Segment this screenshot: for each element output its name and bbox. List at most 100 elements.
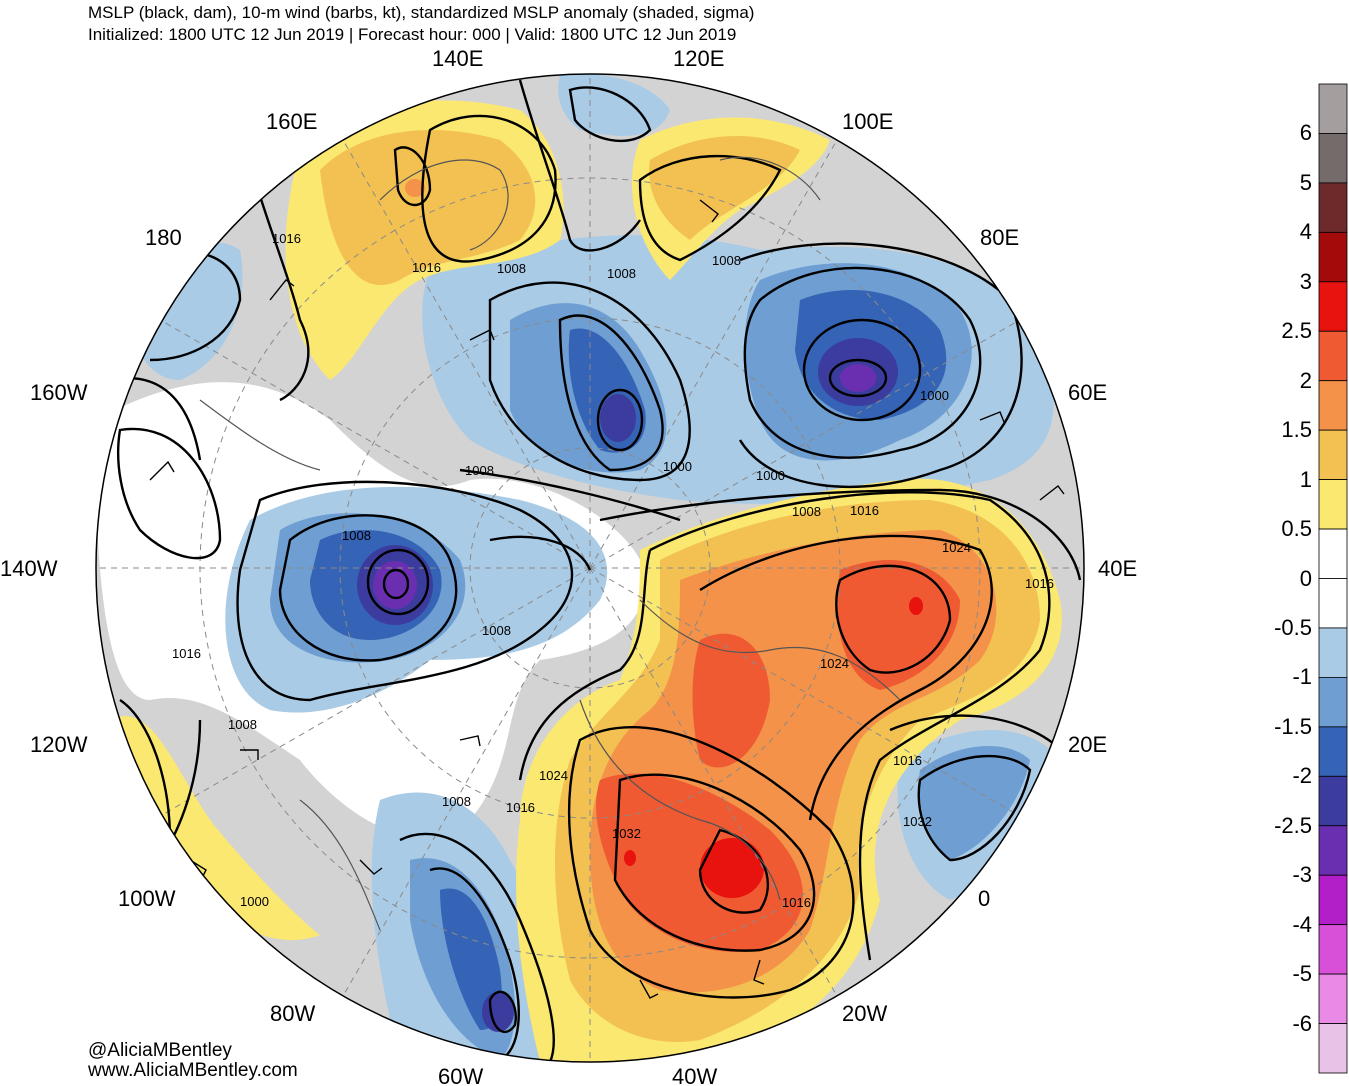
isobar-label: 1000 bbox=[240, 894, 269, 909]
colorbar-swatch bbox=[1318, 726, 1348, 777]
lon-label-100e: 100E bbox=[842, 109, 893, 134]
anomaly-maximum bbox=[909, 597, 923, 615]
isobar-label: 1008 bbox=[607, 266, 636, 281]
colorbar-label: 4 bbox=[1299, 219, 1312, 245]
colorbar-label: 1.5 bbox=[1281, 417, 1312, 443]
coastlines bbox=[199, 156, 901, 931]
wind-barbs bbox=[149, 199, 1065, 999]
colorbar-swatch bbox=[1318, 578, 1348, 629]
colorbar-swatch bbox=[1318, 231, 1348, 283]
isobar-label: 1008 bbox=[712, 253, 741, 268]
lon-label-20e: 20E bbox=[1068, 732, 1107, 757]
isobar-label: 1024 bbox=[539, 768, 568, 783]
colorbar-label: -2 bbox=[1292, 763, 1312, 789]
colorbar-label: 0 bbox=[1299, 565, 1312, 591]
lon-label-120e: 120E bbox=[673, 46, 724, 71]
lon-label-20w: 20W bbox=[842, 1001, 887, 1026]
colorbar-swatch bbox=[1318, 775, 1348, 827]
colorbar-label: 3 bbox=[1299, 268, 1312, 294]
colorbar-swatch bbox=[1318, 133, 1348, 184]
colorbar-label: -2.5 bbox=[1274, 812, 1312, 838]
colorbar-label: -1.5 bbox=[1274, 713, 1312, 739]
colorbar-swatch bbox=[1318, 627, 1348, 678]
colorbar-swatch bbox=[1318, 874, 1348, 926]
credit-handle: @AliciaMBentley bbox=[88, 1040, 232, 1061]
lon-label-160e: 160E bbox=[266, 109, 317, 134]
lon-label-60w: 60W bbox=[438, 1064, 483, 1086]
isobar-label: 1000 bbox=[920, 388, 949, 403]
map-subtitle: Initialized: 1800 UTC 12 Jun 2019 | Fore… bbox=[88, 25, 737, 44]
colorbar-swatch bbox=[1318, 1023, 1348, 1074]
colorbar-swatch bbox=[1318, 479, 1348, 530]
colorbar-label: 6 bbox=[1299, 120, 1312, 146]
anomaly-positive-region bbox=[837, 560, 960, 690]
anomaly-minimum bbox=[600, 394, 636, 442]
lon-label-180: 180 bbox=[145, 225, 182, 250]
colorbar-label: 0.5 bbox=[1281, 516, 1312, 542]
isobar-label: 1000 bbox=[663, 459, 692, 474]
isobar-label: 1016 bbox=[412, 260, 441, 275]
colorbar-swatch bbox=[1318, 677, 1348, 728]
anomaly-maximum bbox=[700, 838, 764, 898]
colorbar-swatch bbox=[1318, 973, 1348, 1024]
colorbar-swatch bbox=[1318, 380, 1348, 431]
colorbar-swatch bbox=[1318, 281, 1348, 332]
colorbar-swatch bbox=[1318, 528, 1348, 579]
colorbar-label: -6 bbox=[1292, 1010, 1312, 1036]
colorbar-swatch bbox=[1318, 825, 1348, 876]
credit-website: www.AliciaMBentley.com bbox=[88, 1060, 298, 1081]
anomaly-maximum bbox=[624, 850, 636, 866]
anomaly-positive-region bbox=[596, 773, 803, 952]
colorbar-label: -0.5 bbox=[1274, 614, 1312, 640]
lon-label-40w: 40W bbox=[672, 1064, 717, 1086]
longitude-labels: 140E 120E 160E 100E 180 80E 160W 60E 140… bbox=[0, 46, 1137, 1086]
isobar-label: 1016 bbox=[850, 503, 879, 518]
isobar-label: 1008 bbox=[465, 463, 494, 478]
anomaly-negative-region bbox=[558, 74, 670, 136]
colorbar-label: -5 bbox=[1292, 961, 1312, 987]
colorbar-label: 1 bbox=[1299, 466, 1312, 492]
colorbar-label: 2.5 bbox=[1281, 318, 1312, 344]
anomaly-maximum bbox=[405, 179, 425, 197]
anomaly-positive-region bbox=[692, 633, 770, 768]
isobar-label: 1008 bbox=[342, 528, 371, 543]
isobar-label: 1008 bbox=[442, 794, 471, 809]
anomaly-positive-region bbox=[320, 130, 536, 286]
isobar-label: 1000 bbox=[756, 468, 785, 483]
lon-label-60e: 60E bbox=[1068, 380, 1107, 405]
colorbar-swatch bbox=[1318, 83, 1348, 134]
lon-label-80w: 80W bbox=[270, 1001, 315, 1026]
lon-label-140e: 140E bbox=[432, 46, 483, 71]
lon-label-40e: 40E bbox=[1098, 556, 1137, 581]
lon-label-100w: 100W bbox=[118, 886, 176, 911]
colorbar-label: -3 bbox=[1292, 862, 1312, 888]
map-title: MSLP (black, dam), 10-m wind (barbs, kt)… bbox=[88, 3, 755, 22]
isobar-label: 1008 bbox=[482, 623, 511, 638]
colorbar-swatch bbox=[1318, 182, 1348, 233]
isobar-label: 1032 bbox=[903, 814, 932, 829]
colorbar-swatch bbox=[1318, 429, 1348, 480]
isobar-label: 1016 bbox=[893, 753, 922, 768]
lon-label-0: 0 bbox=[978, 886, 990, 911]
isobar-label: 1008 bbox=[497, 261, 526, 276]
lon-label-140w: 140W bbox=[0, 556, 58, 581]
lon-label-80e: 80E bbox=[980, 225, 1019, 250]
isobar-label: 1016 bbox=[782, 895, 811, 910]
isobar-label: 1016 bbox=[506, 800, 535, 815]
lon-label-160w: 160W bbox=[30, 380, 88, 405]
colorbar-label: -4 bbox=[1292, 911, 1312, 937]
isobar-label: 1016 bbox=[272, 231, 301, 246]
isobar-label: 1016 bbox=[172, 646, 201, 661]
anomaly-negative-region bbox=[918, 746, 1030, 860]
map-border bbox=[95, 73, 1085, 1063]
isobar-label: 1024 bbox=[820, 656, 849, 671]
anomaly-negative-region bbox=[440, 888, 502, 1030]
isobar-label-group: 1016 1016 1008 1008 1008 1000 1000 1000 … bbox=[172, 231, 1054, 910]
isobar-label: 1032 bbox=[612, 826, 641, 841]
isobar-label: 1024 bbox=[942, 540, 971, 555]
colorbar-label: -1 bbox=[1292, 664, 1312, 690]
isobar-label: 1008 bbox=[228, 717, 257, 732]
colorbar-swatch bbox=[1318, 330, 1348, 382]
colorbar bbox=[1318, 83, 1348, 1074]
